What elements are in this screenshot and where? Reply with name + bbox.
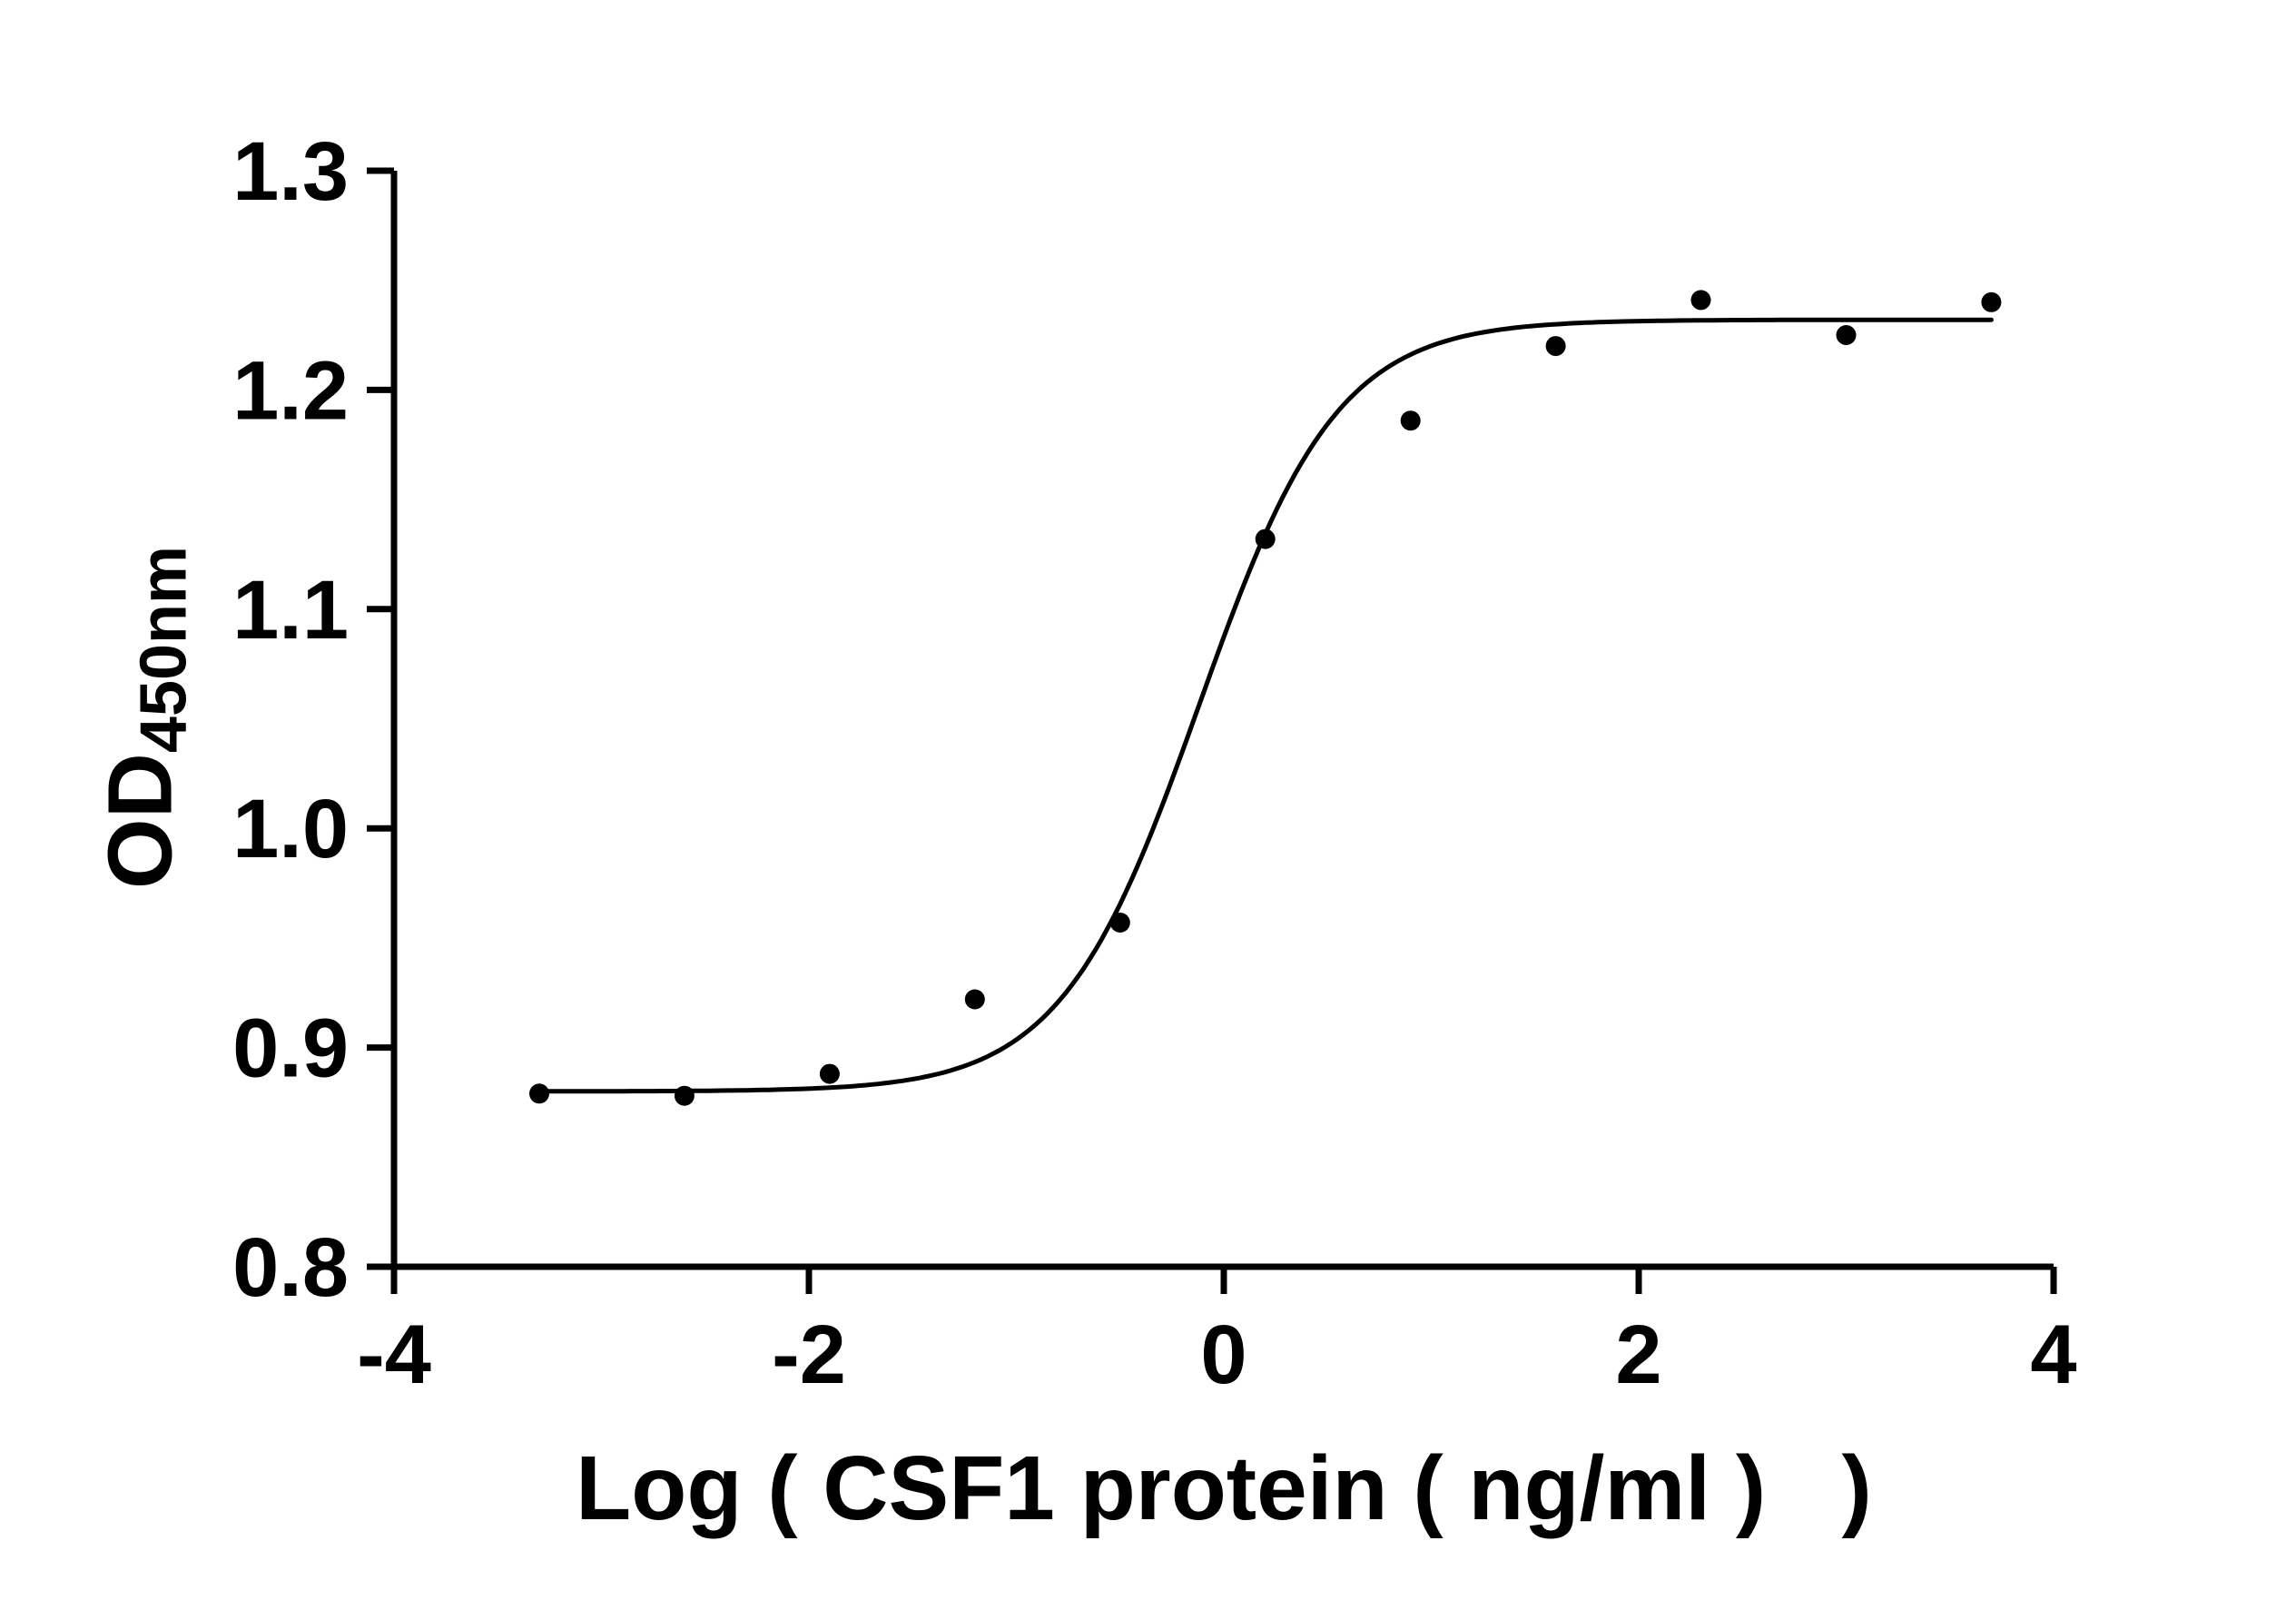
data-point [1836, 325, 1857, 345]
data-point [529, 1083, 549, 1104]
y-tick-label: 1.2 [232, 344, 349, 437]
x-axis-label: Log ( CSF1 protein ( ng/ml ) ) [576, 1437, 1872, 1539]
data-point [819, 1063, 840, 1084]
y-tick-label: 1.3 [232, 125, 349, 218]
x-tick-label: -2 [772, 1309, 846, 1401]
x-tick-label: 0 [1200, 1309, 1247, 1401]
data-point [1109, 913, 1130, 933]
data-point [1400, 410, 1421, 431]
data-point [1545, 336, 1566, 357]
fit-curve [537, 317, 1994, 1094]
data-point [1981, 291, 2002, 312]
y-tick-label: 0.9 [232, 1003, 349, 1095]
y-axis-label: OD450nm [89, 546, 201, 890]
y-axis-label-main: OD [89, 753, 192, 890]
x-tick-label: 2 [1615, 1309, 1661, 1401]
x-tick-label: -4 [357, 1309, 431, 1401]
data-point [1690, 290, 1711, 311]
data-point [1255, 528, 1276, 549]
data-point [964, 989, 985, 1010]
y-tick-label: 0.8 [232, 1221, 349, 1314]
y-tick-label: 1.0 [232, 783, 349, 875]
y-tick-label: 1.1 [232, 564, 349, 657]
data-point [674, 1085, 695, 1106]
y-axis-label-subscript: 450nm [127, 545, 201, 754]
x-tick-label: 4 [2030, 1309, 2076, 1401]
